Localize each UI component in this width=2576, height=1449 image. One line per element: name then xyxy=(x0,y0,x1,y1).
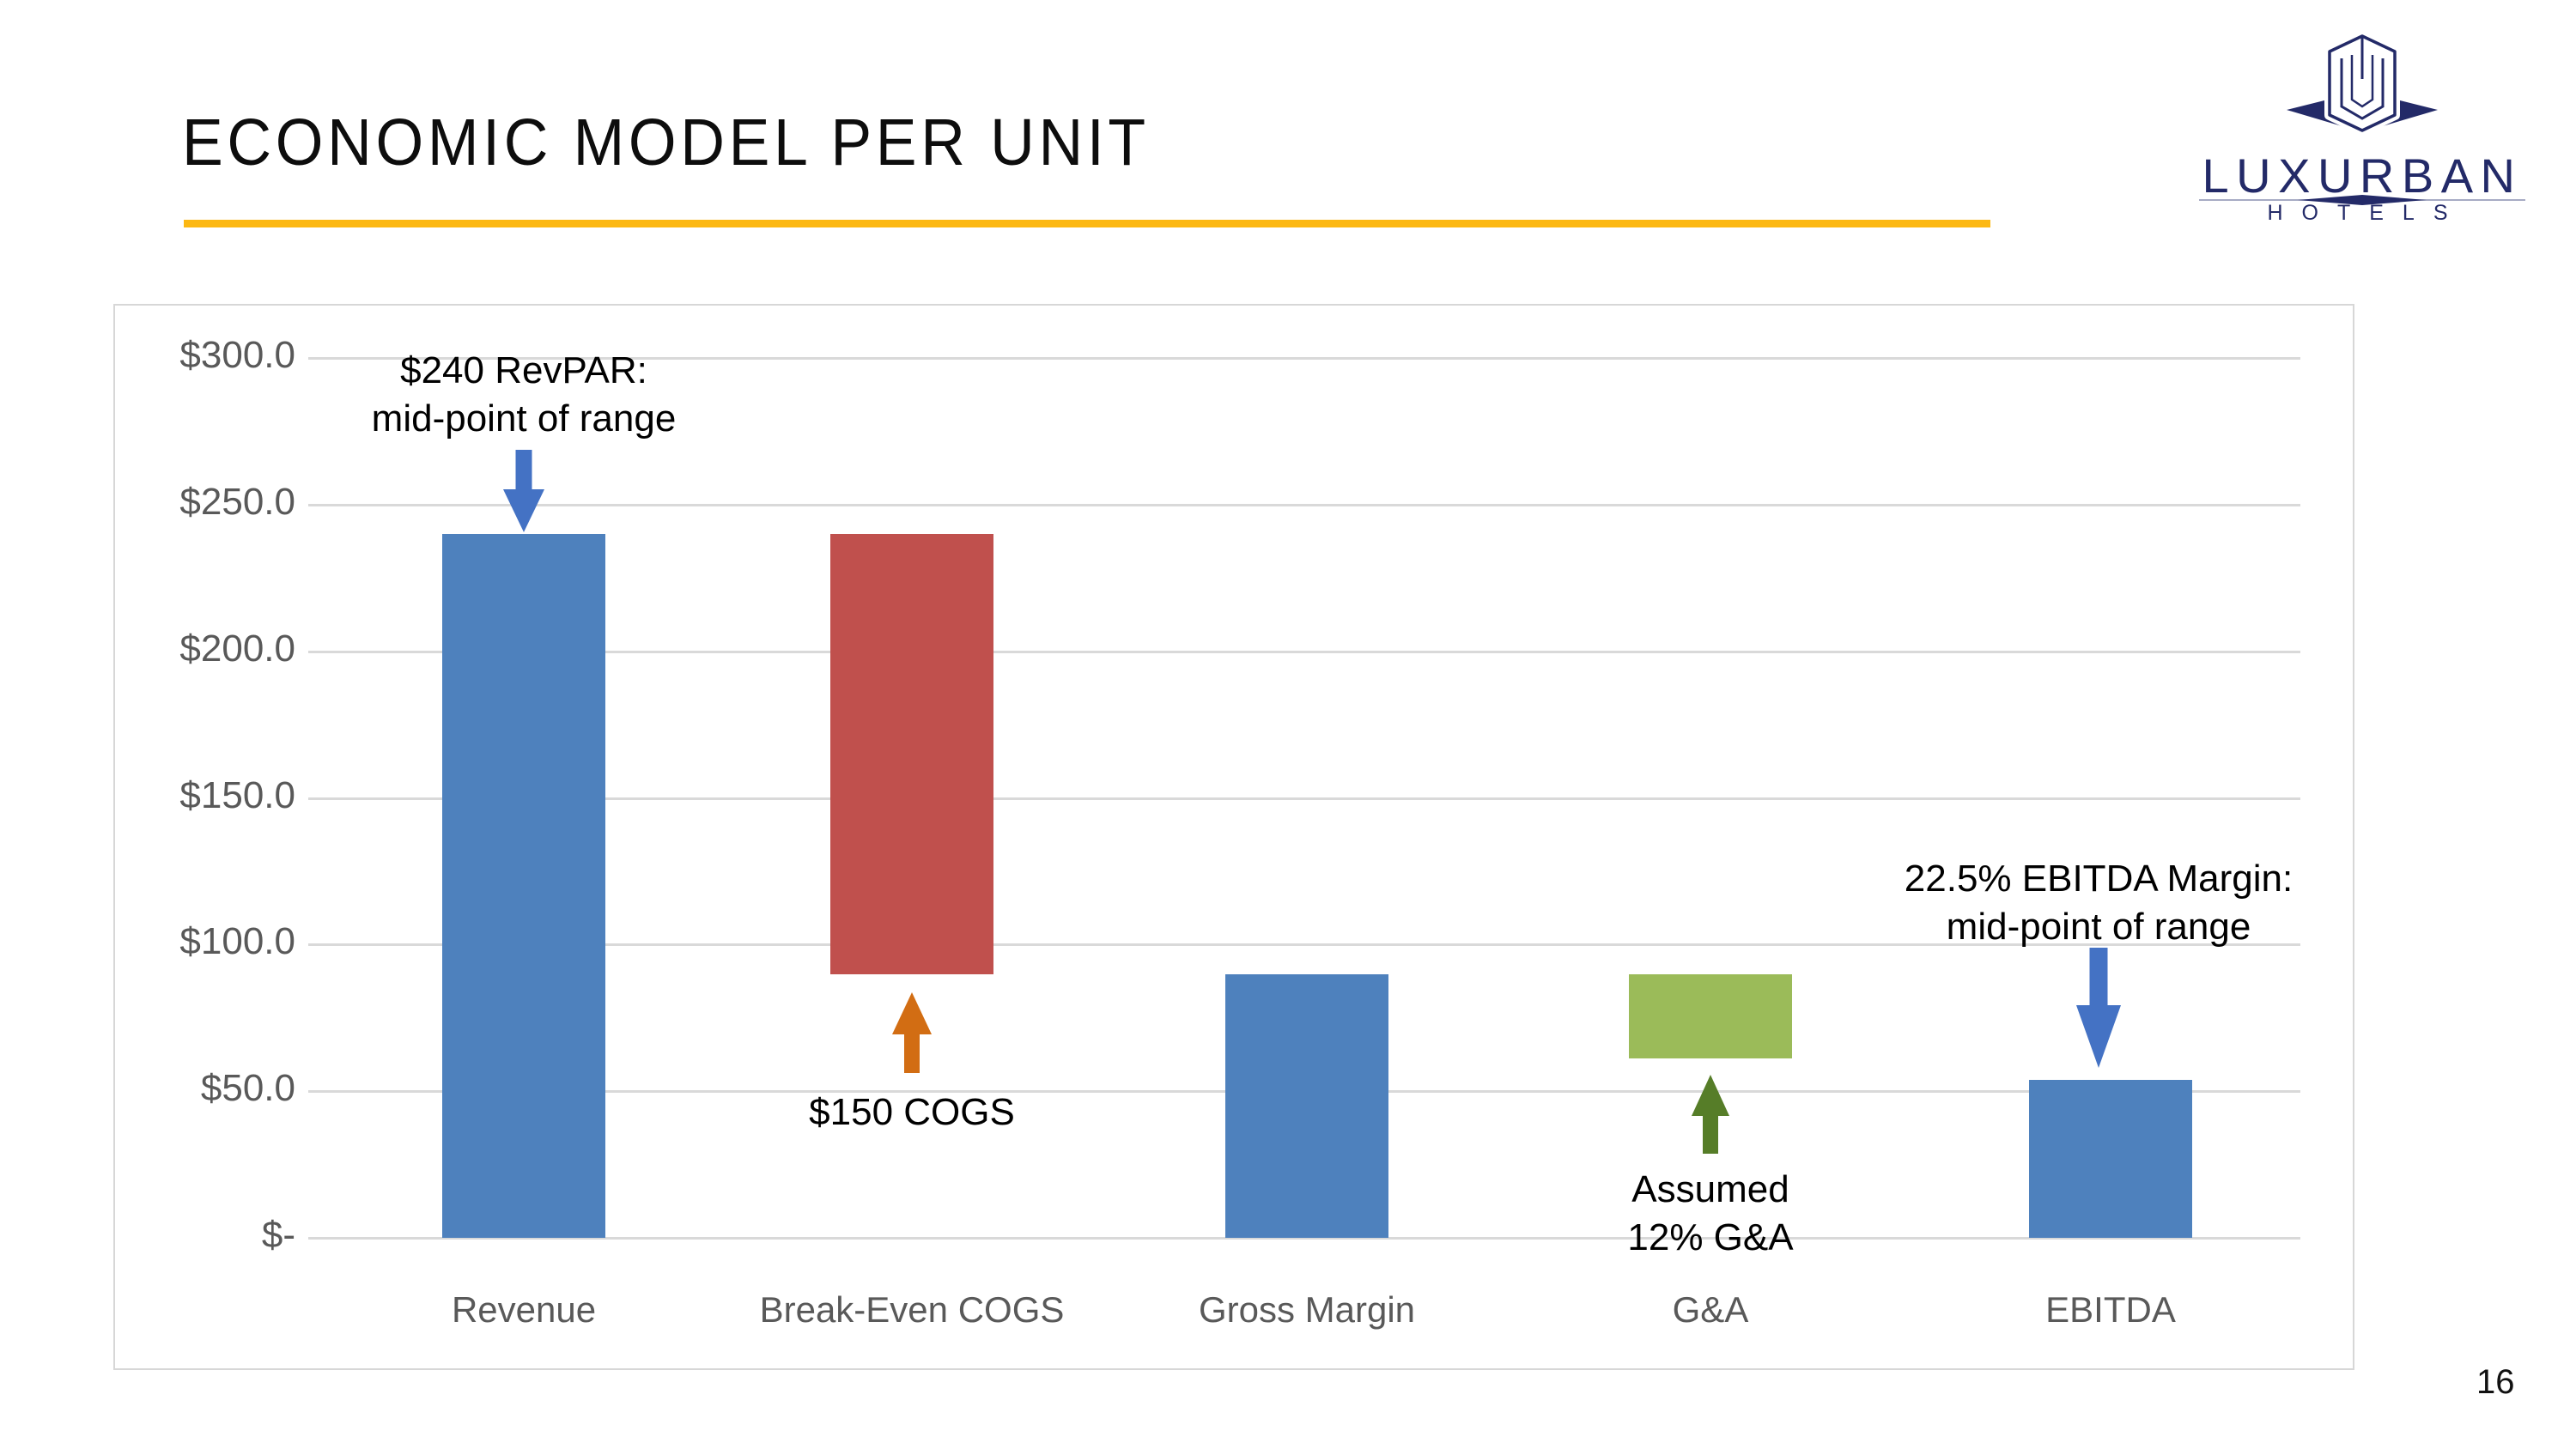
logo-divider xyxy=(2199,195,2525,205)
y-axis-label: $300.0 xyxy=(179,334,295,376)
up-arrow-icon xyxy=(892,992,932,1073)
annotation-text-cogs: $150 COGS xyxy=(568,1088,1255,1137)
x-axis-label: EBITDA xyxy=(2045,1289,2176,1330)
annotation-line: 22.5% EBITDA Margin: xyxy=(1904,858,2293,900)
y-axis-label: $200.0 xyxy=(179,627,295,670)
economic-model-chart: $300.0 $250.0 $200.0 $150.0 $100.0 $50.0 $- Rev… xyxy=(113,304,2354,1370)
down-arrow-icon xyxy=(503,450,544,532)
gridline xyxy=(308,943,2300,947)
page-number: 16 xyxy=(2476,1363,2515,1401)
down-arrow-icon xyxy=(2076,948,2121,1068)
title-underline xyxy=(184,220,1990,227)
bar-revenue xyxy=(442,534,605,1238)
logo-subtitle: HOTELS xyxy=(2267,201,2467,225)
annotation-line: 12% G&A xyxy=(1627,1216,1794,1258)
bar-gross-margin xyxy=(1225,973,1388,1238)
x-axis-label: Gross Margin xyxy=(1198,1289,1416,1330)
annotation-line: mid-point of range xyxy=(371,397,677,440)
y-axis-label: $100.0 xyxy=(179,920,295,963)
x-axis-label: Revenue xyxy=(451,1289,597,1330)
bar-ebitda xyxy=(2029,1079,2192,1238)
x-axis-label: G&A xyxy=(1672,1289,1749,1330)
bar-g-a xyxy=(1629,973,1792,1058)
annotation-line: Assumed xyxy=(1631,1168,1789,1210)
annotation-line: mid-point of range xyxy=(1946,906,2251,948)
gridline xyxy=(308,650,2300,653)
page-title: ECONOMIC MODEL PER UNIT xyxy=(182,106,1150,179)
logo-wordmark: LUXURBAN xyxy=(2202,149,2523,203)
logo-building-icon xyxy=(2287,31,2438,136)
annotation-line: $240 RevPAR: xyxy=(400,349,647,391)
x-axis-line xyxy=(308,1237,2300,1240)
gridline xyxy=(308,357,2300,360)
y-axis-label: $150.0 xyxy=(179,773,295,816)
y-axis-label: $50.0 xyxy=(200,1067,295,1110)
gridline xyxy=(308,797,2300,800)
bar-break-even-cogs xyxy=(830,534,993,974)
annotation-line: $150 COGS xyxy=(809,1091,1015,1133)
luxurban-logo: LUXURBAN HOTELS xyxy=(2190,26,2534,240)
y-axis-label: $250.0 xyxy=(179,480,295,523)
x-axis-label: Break-Even COGS xyxy=(759,1289,1065,1330)
y-axis-label: $- xyxy=(261,1214,295,1256)
annotation-text-revpar: $240 RevPAR: mid-point of range xyxy=(180,347,867,443)
up-arrow-icon xyxy=(1692,1075,1729,1154)
annotation-text-gna: Assumed 12% G&A xyxy=(1367,1166,2054,1262)
gridline xyxy=(308,503,2300,506)
annotation-text-ebitda: 22.5% EBITDA Margin: mid-point of range xyxy=(1755,855,2442,951)
